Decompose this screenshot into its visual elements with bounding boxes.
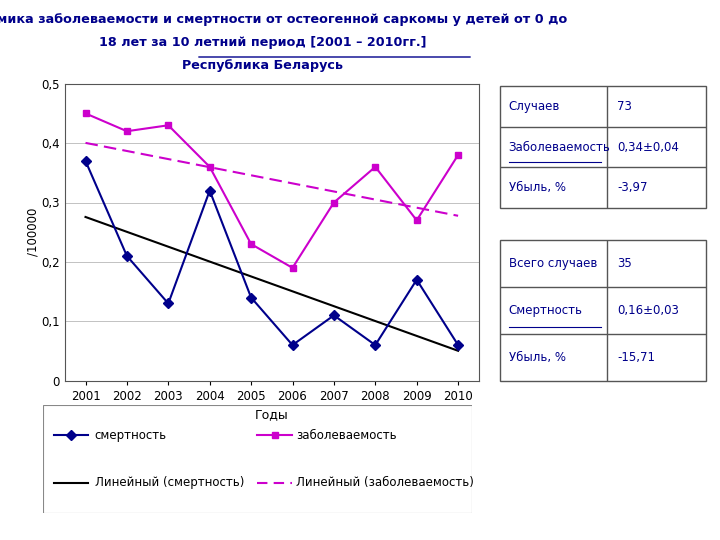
- Text: 0,16±0,03: 0,16±0,03: [617, 304, 679, 317]
- Text: смертность: смертность: [94, 429, 167, 442]
- Text: Линейный (заболеваемость): Линейный (заболеваемость): [296, 476, 474, 489]
- Text: -15,71: -15,71: [617, 351, 655, 364]
- Text: 35: 35: [617, 257, 632, 270]
- Text: Республика Беларусь: Республика Беларусь: [182, 59, 343, 72]
- Text: Заболеваемость: Заболеваемость: [508, 140, 611, 154]
- Text: Случаев: Случаев: [508, 100, 560, 113]
- Text: 73: 73: [617, 100, 632, 113]
- Text: Убыль, %: Убыль, %: [508, 181, 566, 194]
- Text: заболеваемость: заболеваемость: [296, 429, 397, 442]
- Y-axis label: /100000: /100000: [27, 208, 40, 256]
- Text: Динамика заболеваемости и смертности от остеогенной саркомы у детей от 0 до: Динамика заболеваемости и смертности от …: [0, 14, 567, 26]
- Text: 0,34±0,04: 0,34±0,04: [617, 140, 679, 154]
- Text: -3,97: -3,97: [617, 181, 648, 194]
- Text: Смертность: Смертность: [508, 304, 582, 317]
- Text: 18 лет за 10 летний период [2001 – 2010гг.]: 18 лет за 10 летний период [2001 – 2010г…: [99, 36, 426, 49]
- Text: Убыль, %: Убыль, %: [508, 351, 566, 364]
- Text: Линейный (смертность): Линейный (смертность): [94, 476, 244, 489]
- Text: Всего случаев: Всего случаев: [508, 257, 597, 270]
- X-axis label: Годы: Годы: [255, 408, 289, 421]
